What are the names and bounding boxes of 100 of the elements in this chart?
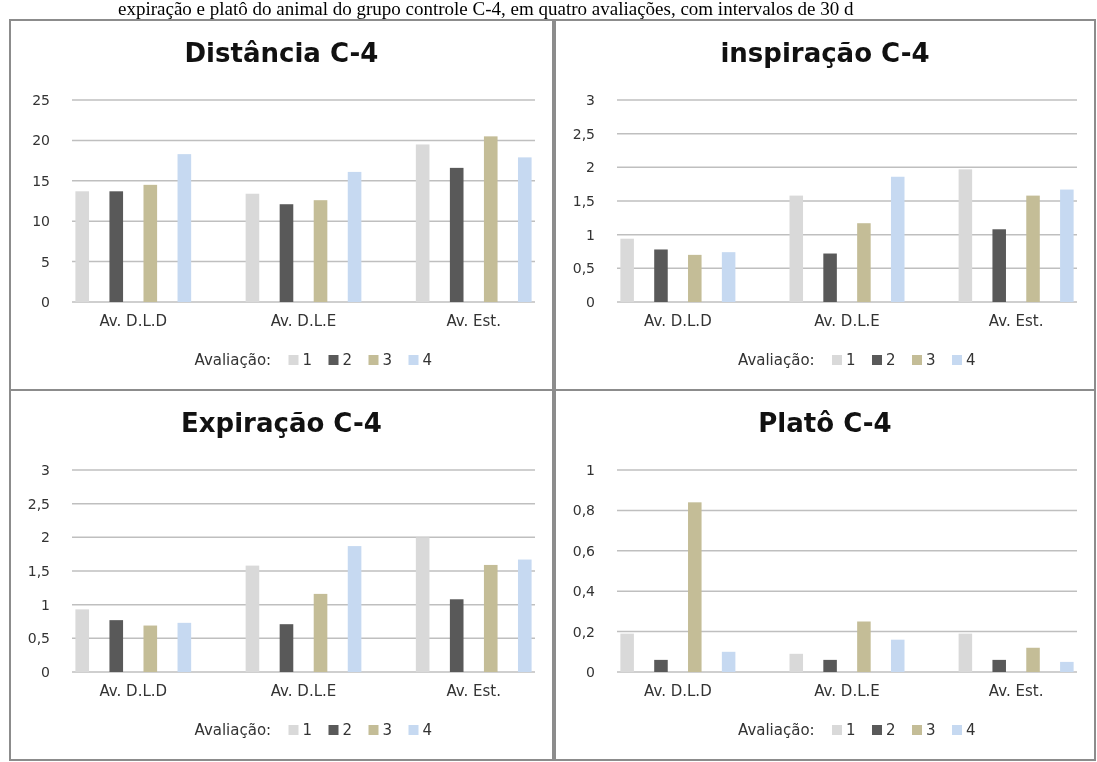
legend-label: 4 — [422, 351, 433, 369]
bar — [109, 620, 124, 672]
y-tick-label: 3 — [586, 92, 595, 108]
bar — [109, 191, 124, 302]
y-tick-label: 0 — [41, 294, 50, 310]
y-tick-label: 0 — [41, 664, 50, 680]
bar — [347, 171, 362, 302]
bar — [688, 502, 702, 672]
bar — [313, 200, 328, 302]
bar — [1026, 195, 1040, 302]
bar — [517, 559, 532, 672]
bar — [721, 252, 736, 302]
y-tick-label: 5 — [41, 253, 50, 270]
y-tick-label: 0 — [586, 294, 595, 310]
bar — [279, 204, 294, 302]
x-tick-label: Av. D.L.D — [644, 312, 712, 330]
x-tick-label: Av. D.L.E — [270, 682, 337, 700]
bar — [177, 622, 192, 672]
legend-label: 1 — [846, 721, 856, 739]
legend-title: Avaliação: — [738, 351, 815, 369]
bar — [449, 167, 464, 302]
y-tick-label: 2 — [586, 159, 595, 176]
bar — [789, 195, 804, 302]
legend-label: 4 — [966, 721, 976, 739]
bar — [857, 223, 871, 302]
y-tick-label: 0 — [586, 664, 595, 680]
legend-label: 1 — [302, 721, 313, 739]
x-tick-label: Av. D.L.E — [270, 312, 337, 330]
bar — [75, 191, 90, 302]
legend-label: 3 — [382, 351, 393, 369]
y-tick-label: 10 — [32, 213, 50, 230]
y-tick-label: 0,6 — [572, 542, 596, 559]
y-tick-label: 0,2 — [572, 623, 595, 640]
x-tick-label: Av. Est. — [446, 312, 502, 330]
legend-label: 3 — [382, 721, 393, 739]
bar — [177, 154, 192, 302]
bar — [517, 157, 532, 302]
bar — [789, 653, 804, 672]
bar — [279, 624, 294, 672]
y-tick-label: 0,5 — [572, 260, 595, 277]
y-tick-label: 1 — [41, 596, 50, 613]
bar — [1026, 647, 1040, 672]
x-tick-label: Av. D.L.D — [644, 682, 712, 700]
bar — [1060, 661, 1074, 672]
y-tick-label: 1,5 — [572, 193, 595, 209]
y-tick-label: 0,4 — [572, 583, 596, 600]
bar — [620, 238, 634, 302]
bar — [992, 229, 1006, 302]
bar — [857, 621, 871, 672]
legend-label: 1 — [846, 351, 856, 369]
legend-label: 3 — [926, 721, 936, 739]
y-tick-label: 1 — [586, 226, 595, 243]
legend-label: 4 — [422, 721, 433, 739]
bar — [483, 564, 498, 672]
y-tick-label: 1,5 — [27, 563, 50, 579]
chart-title: Platô C-4 — [758, 408, 892, 438]
bar — [958, 169, 973, 302]
bar — [415, 537, 430, 672]
bar — [347, 546, 362, 672]
y-tick-label: 2,5 — [572, 125, 595, 142]
y-tick-label: 3 — [41, 462, 50, 478]
bar — [483, 136, 498, 302]
y-tick-label: 2,5 — [27, 495, 50, 512]
legend-label: 2 — [886, 351, 896, 369]
x-tick-label: Av. Est. — [988, 682, 1044, 700]
legend-label: 2 — [342, 351, 353, 369]
y-tick-label: 20 — [32, 132, 50, 149]
x-tick-label: Av. Est. — [446, 682, 502, 700]
bar — [890, 176, 905, 302]
bar — [143, 625, 158, 672]
bar — [688, 254, 702, 302]
y-tick-label: 15 — [32, 172, 50, 189]
bar — [449, 599, 464, 672]
legend-title: Avaliação: — [194, 351, 272, 369]
bar — [654, 249, 668, 302]
legend-label: 2 — [342, 721, 353, 739]
bar — [143, 184, 158, 302]
bar — [620, 633, 634, 672]
y-tick-label: 2 — [41, 529, 50, 546]
bar — [654, 659, 668, 672]
bar — [721, 651, 736, 672]
y-tick-label: 1 — [586, 462, 595, 478]
bar — [245, 193, 260, 302]
y-tick-label: 25 — [32, 92, 50, 108]
x-tick-label: Av. D.L.D — [99, 682, 168, 700]
bar — [313, 593, 328, 672]
x-tick-label: Av. D.L.E — [814, 312, 880, 330]
legend-label: 2 — [886, 721, 896, 739]
legend-label: 4 — [966, 351, 976, 369]
bar — [823, 253, 837, 302]
y-tick-label: 0,5 — [27, 630, 50, 647]
legend-label: 3 — [926, 351, 936, 369]
legend-label: 1 — [302, 351, 313, 369]
chart-title: inspiração C-4 — [720, 38, 930, 68]
x-tick-label: Av. Est. — [988, 312, 1044, 330]
bar — [890, 639, 905, 672]
bar — [245, 565, 260, 672]
bar — [415, 144, 430, 302]
y-tick-label: 0,8 — [572, 502, 595, 519]
bar — [823, 659, 837, 672]
